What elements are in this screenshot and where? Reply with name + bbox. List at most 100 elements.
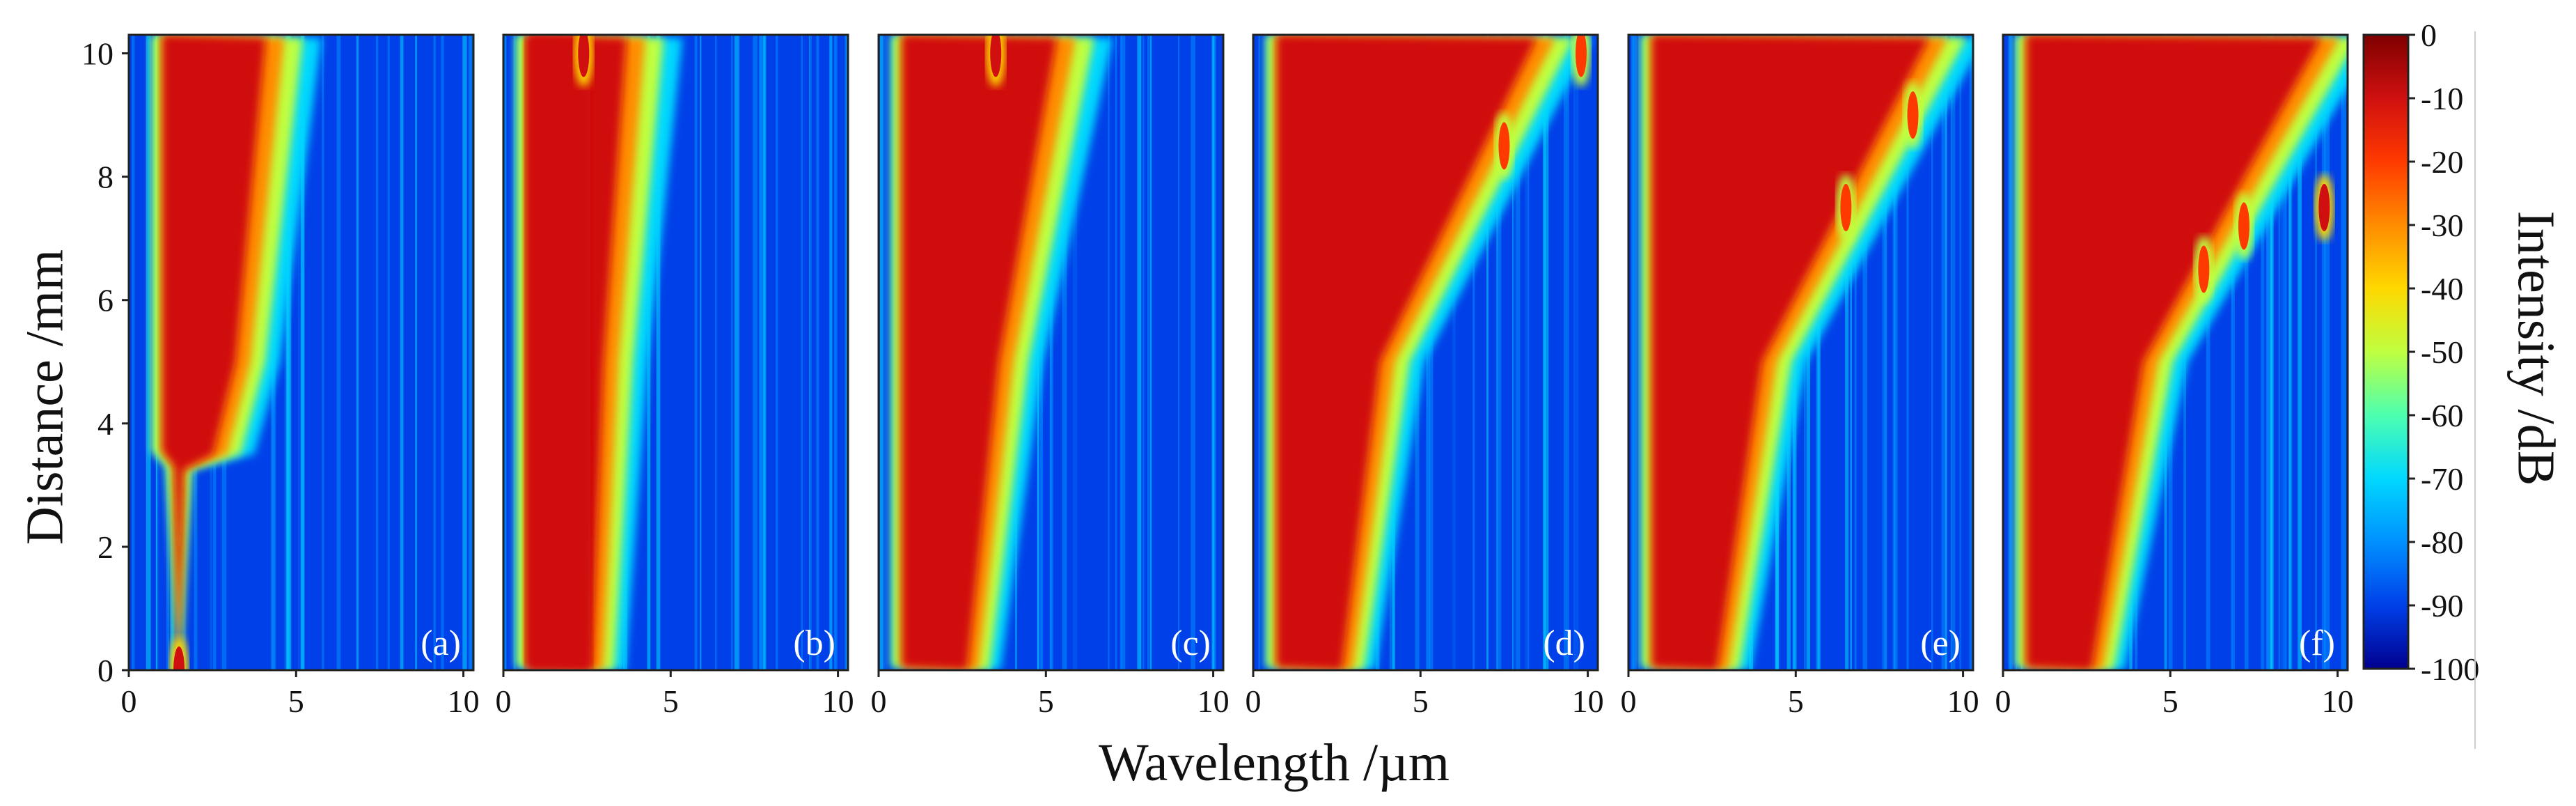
colorbar-tick-label: -70 — [2421, 461, 2463, 497]
noise-streak — [468, 35, 471, 670]
noise-streak — [2245, 35, 2249, 670]
noise-streak — [1147, 35, 1150, 670]
noise-streak — [2226, 35, 2232, 670]
x-tick-label: 0 — [1621, 683, 1637, 719]
noise-streak — [343, 35, 347, 670]
panel-frame — [2002, 33, 2349, 672]
noise-streak — [300, 35, 305, 670]
x-tick-label: 10 — [2322, 683, 2354, 719]
x-axes: 0 5 10 0 5 10 0 5 10 0 5 10 0 5 10 0 5 10 — [121, 670, 2354, 719]
noise-streak — [1178, 35, 1180, 670]
noise-streak — [714, 35, 716, 670]
noise-streak — [2236, 35, 2242, 670]
noise-streak — [1945, 35, 1947, 670]
noise-streak — [1514, 35, 1516, 670]
noise-streak — [2325, 35, 2330, 670]
noise-streak — [1212, 35, 1215, 670]
noise-streak — [360, 35, 363, 670]
feature-peak — [1907, 91, 1919, 139]
panel-frame — [502, 33, 849, 672]
noise-streak — [1960, 35, 1965, 670]
panel-frame — [127, 33, 475, 672]
noise-streak — [2316, 35, 2321, 670]
noise-streak — [1592, 35, 1594, 670]
noise-streak — [462, 35, 467, 670]
feature-peak — [990, 35, 1002, 77]
y-tick-label: 0 — [97, 653, 113, 688]
noise-streak — [1108, 35, 1110, 670]
noise-streak — [1254, 35, 1259, 670]
noise-streak — [2322, 35, 2325, 670]
noise-streak — [1574, 35, 1579, 670]
noise-streak — [1128, 35, 1130, 670]
noise-streak — [1120, 35, 1122, 670]
x-tick-label: 5 — [288, 683, 304, 719]
noise-streak — [433, 35, 436, 670]
noise-streak — [1468, 35, 1471, 670]
panel-e: (e) — [1627, 33, 1974, 672]
feature-peak — [173, 646, 185, 670]
colorbar-gradient — [2362, 33, 2410, 670]
noise-streak — [1862, 35, 1868, 670]
noise-streak — [789, 35, 792, 670]
noise-streak — [1817, 35, 1821, 670]
noise-streak — [286, 35, 292, 670]
noise-streak — [1153, 35, 1156, 670]
noise-streak — [715, 35, 717, 670]
noise-streak — [2220, 35, 2224, 670]
noise-streak — [1544, 35, 1549, 670]
noise-streak — [835, 35, 838, 670]
noise-streak — [801, 35, 803, 670]
x-axis-label: Wavelength /µm — [1099, 734, 1450, 792]
noise-streak — [1491, 35, 1496, 670]
feature-peak — [1840, 183, 1852, 231]
x-tick-label: 10 — [1572, 683, 1604, 719]
noise-streak — [1472, 35, 1475, 670]
noise-streak — [2261, 35, 2265, 670]
noise-streak — [2288, 35, 2291, 670]
noise-streak — [1969, 35, 1973, 670]
noise-streak — [437, 35, 439, 670]
noise-streak — [1965, 35, 1970, 670]
noise-streak — [1570, 35, 1573, 670]
noise-streak — [317, 35, 320, 670]
noise-streak — [1554, 35, 1557, 670]
panel-label: (c) — [1170, 623, 1211, 663]
x-tick-label: 0 — [871, 683, 887, 719]
noise-streak — [759, 35, 763, 670]
noise-streak — [656, 35, 661, 670]
noise-streak — [457, 35, 462, 670]
spectral-band — [1651, 35, 1929, 670]
x-tick-label: 0 — [1246, 683, 1262, 719]
noise-streak — [813, 35, 817, 670]
noise-streak — [280, 35, 284, 670]
noise-streak — [816, 35, 819, 670]
noise-streak — [1542, 35, 1546, 670]
spectral-band — [2026, 35, 2321, 670]
noise-streak — [1951, 35, 1956, 670]
noise-streak — [1062, 35, 1067, 670]
noise-streak — [2206, 35, 2210, 670]
y-axis-label: Distance /mm — [15, 249, 74, 545]
colorbar-tick-label: -10 — [2421, 81, 2463, 116]
y-tick-label: 4 — [97, 406, 113, 442]
noise-streak — [2341, 35, 2343, 670]
noise-streak — [1921, 35, 1923, 670]
noise-streak — [1566, 35, 1569, 670]
noise-streak — [1191, 35, 1195, 670]
x-tick-label: 5 — [1788, 683, 1804, 719]
noise-streak — [673, 35, 677, 670]
spectral-band — [162, 35, 266, 670]
noise-streak — [1206, 35, 1209, 670]
feature-peak — [1575, 35, 1587, 77]
noise-streak — [400, 35, 404, 670]
noise-streak — [1486, 35, 1489, 670]
noise-streak — [763, 35, 767, 670]
colorbar-tick-label: -80 — [2421, 525, 2463, 560]
y-tick-label: 10 — [81, 36, 113, 72]
noise-streak — [809, 35, 812, 670]
noise-streak — [470, 35, 473, 670]
colorbar-tick-label: 0 — [2421, 17, 2437, 53]
noise-streak — [2342, 35, 2346, 670]
noise-streak — [290, 35, 295, 670]
